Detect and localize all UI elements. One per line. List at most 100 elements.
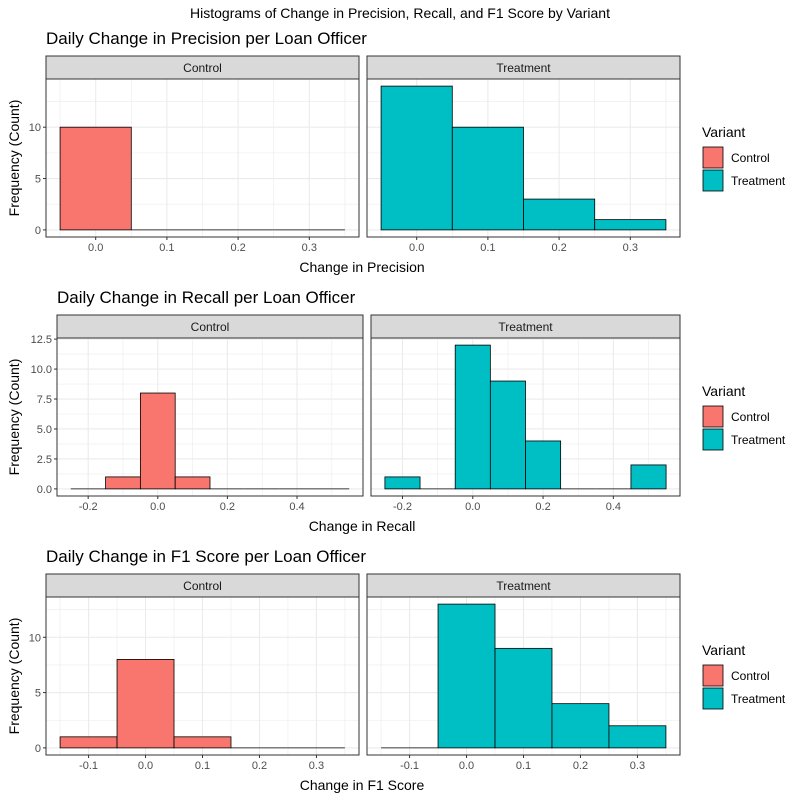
- legend-key-treatment: [702, 428, 724, 451]
- panel-border: [45, 78, 360, 238]
- legend-label: Treatment: [731, 692, 786, 706]
- facet-strip-label: Control: [183, 579, 222, 593]
- facet-treatment: Treatment 0.0 0.1 0.2 0.3: [366, 55, 681, 254]
- panel-background: [57, 338, 363, 496]
- x-tick-label: -0.2: [79, 501, 98, 513]
- x-tick-label: 0.0: [409, 242, 424, 254]
- y-tick-label: 0: [35, 225, 41, 237]
- x-tick-label: 0.2: [573, 760, 588, 772]
- legend-key-treatment: [702, 687, 724, 710]
- y-tick-label: 12.5: [31, 334, 52, 346]
- histogram-plot-2: Daily Change in Recall per Loan Officer C…: [6, 288, 786, 534]
- x-tick-label: 0.4: [606, 501, 621, 513]
- facet-strip-label: Treatment: [496, 61, 551, 75]
- y-axis-title: Frequency (Count): [6, 359, 22, 476]
- histogram-bar: [489, 380, 526, 490]
- x-tick-label: 0.1: [480, 242, 495, 254]
- histogram-bar: [116, 659, 175, 749]
- y-tick-label: 5.0: [37, 424, 52, 436]
- histogram-bar: [594, 219, 667, 231]
- histogram-plot-1: Daily Change in Precision per Loan Offic…: [6, 29, 786, 275]
- plot-title: Daily Change in Precision per Loan Offic…: [46, 29, 367, 48]
- x-tick-label: -0.2: [393, 501, 412, 513]
- x-tick-label: 0.0: [150, 501, 165, 513]
- histogram-bar: [437, 603, 496, 749]
- legend-label: Treatment: [731, 174, 786, 188]
- x-tick-label: 0.1: [516, 760, 531, 772]
- facet-control: Control -0.1 0.0 0.1 0.2 0.3 0 5 10: [29, 573, 360, 772]
- y-tick-label: 5: [35, 174, 41, 186]
- y-axis-title: Frequency (Count): [6, 618, 22, 735]
- legend-title: Variant: [702, 124, 745, 140]
- legend-key-treatment: [702, 169, 724, 192]
- legend-title: Variant: [702, 642, 745, 658]
- panel-border: [56, 337, 364, 497]
- x-tick-label: -0.1: [400, 760, 419, 772]
- legend-key-control: [702, 146, 724, 169]
- panel-border: [370, 337, 681, 497]
- x-tick-label: 0.1: [159, 242, 174, 254]
- y-tick-label: 10: [29, 122, 41, 134]
- x-axis-title: Change in Precision: [299, 259, 424, 275]
- histogram-bar: [630, 464, 667, 490]
- x-tick-label: 0.2: [220, 501, 235, 513]
- legend-label: Treatment: [731, 433, 786, 447]
- x-tick-label: 0.2: [535, 501, 550, 513]
- legend: Variant Control Treatment: [702, 642, 786, 710]
- legend-label: Control: [731, 410, 770, 424]
- histogram-bar: [525, 440, 562, 490]
- facet-strip-label: Control: [191, 320, 230, 334]
- histogram-bar: [451, 126, 524, 231]
- histogram-bar: [551, 703, 610, 749]
- facet-strip-label: Control: [183, 61, 222, 75]
- y-tick-label: 0: [35, 743, 41, 755]
- histogram-plot-3: Daily Change in F1 Score per Loan Office…: [6, 547, 786, 793]
- facet-strip-label: Treatment: [496, 579, 551, 593]
- x-tick-label: 0.3: [309, 760, 324, 772]
- facet-strip-label: Treatment: [498, 320, 553, 334]
- y-tick-label: 0.0: [37, 484, 52, 496]
- histogram-bar: [173, 736, 232, 749]
- x-tick-label: 0.3: [623, 242, 638, 254]
- legend-key-control: [702, 405, 724, 428]
- legend-label: Control: [731, 151, 770, 165]
- histogram-bar: [139, 392, 176, 490]
- plot-title: Daily Change in F1 Score per Loan Office…: [46, 547, 366, 566]
- panel-border: [366, 78, 681, 238]
- histogram-bar: [59, 736, 118, 749]
- x-axis-title: Change in F1 Score: [300, 777, 425, 793]
- legend: Variant Control Treatment: [702, 124, 786, 192]
- x-tick-label: 0.0: [138, 760, 153, 772]
- histogram-bar: [523, 198, 596, 231]
- x-tick-label: 0.2: [551, 242, 566, 254]
- x-axis-title: Change in Recall: [309, 518, 416, 534]
- histogram-bar: [494, 647, 553, 749]
- x-tick-label: -0.1: [79, 760, 98, 772]
- facet-control: Control 0.0 0.1 0.2 0.3 0 5 10: [29, 55, 360, 254]
- x-tick-label: 0.0: [459, 760, 474, 772]
- y-tick-label: 10: [29, 632, 41, 644]
- x-tick-label: 0.2: [230, 242, 245, 254]
- histogram-bar: [174, 476, 211, 490]
- legend-label: Control: [731, 669, 770, 683]
- facet-treatment: Treatment -0.2 0.0 0.2 0.4: [370, 314, 681, 513]
- legend-title: Variant: [702, 383, 745, 399]
- facet-control: Control -0.2 0.0 0.2 0.4 0.0 2.5 5.0 7.5 10.0 12.5: [31, 314, 364, 513]
- x-tick-label: 0.4: [289, 501, 304, 513]
- histogram-bar: [384, 476, 421, 490]
- histogram-bar: [608, 725, 667, 749]
- plot-title: Daily Change in Recall per Loan Officer: [57, 288, 356, 307]
- histogram-bar: [59, 126, 132, 231]
- x-tick-label: 0.0: [88, 242, 103, 254]
- histogram-bar: [454, 344, 491, 490]
- histogram-bar: [380, 85, 453, 231]
- y-tick-label: 10.0: [31, 364, 52, 376]
- histogram-bar: [105, 476, 141, 490]
- y-tick-label: 2.5: [37, 454, 52, 466]
- y-tick-label: 7.5: [37, 394, 52, 406]
- legend-key-control: [702, 664, 724, 687]
- x-tick-label: 0.0: [465, 501, 480, 513]
- y-axis-title: Frequency (Count): [6, 100, 22, 217]
